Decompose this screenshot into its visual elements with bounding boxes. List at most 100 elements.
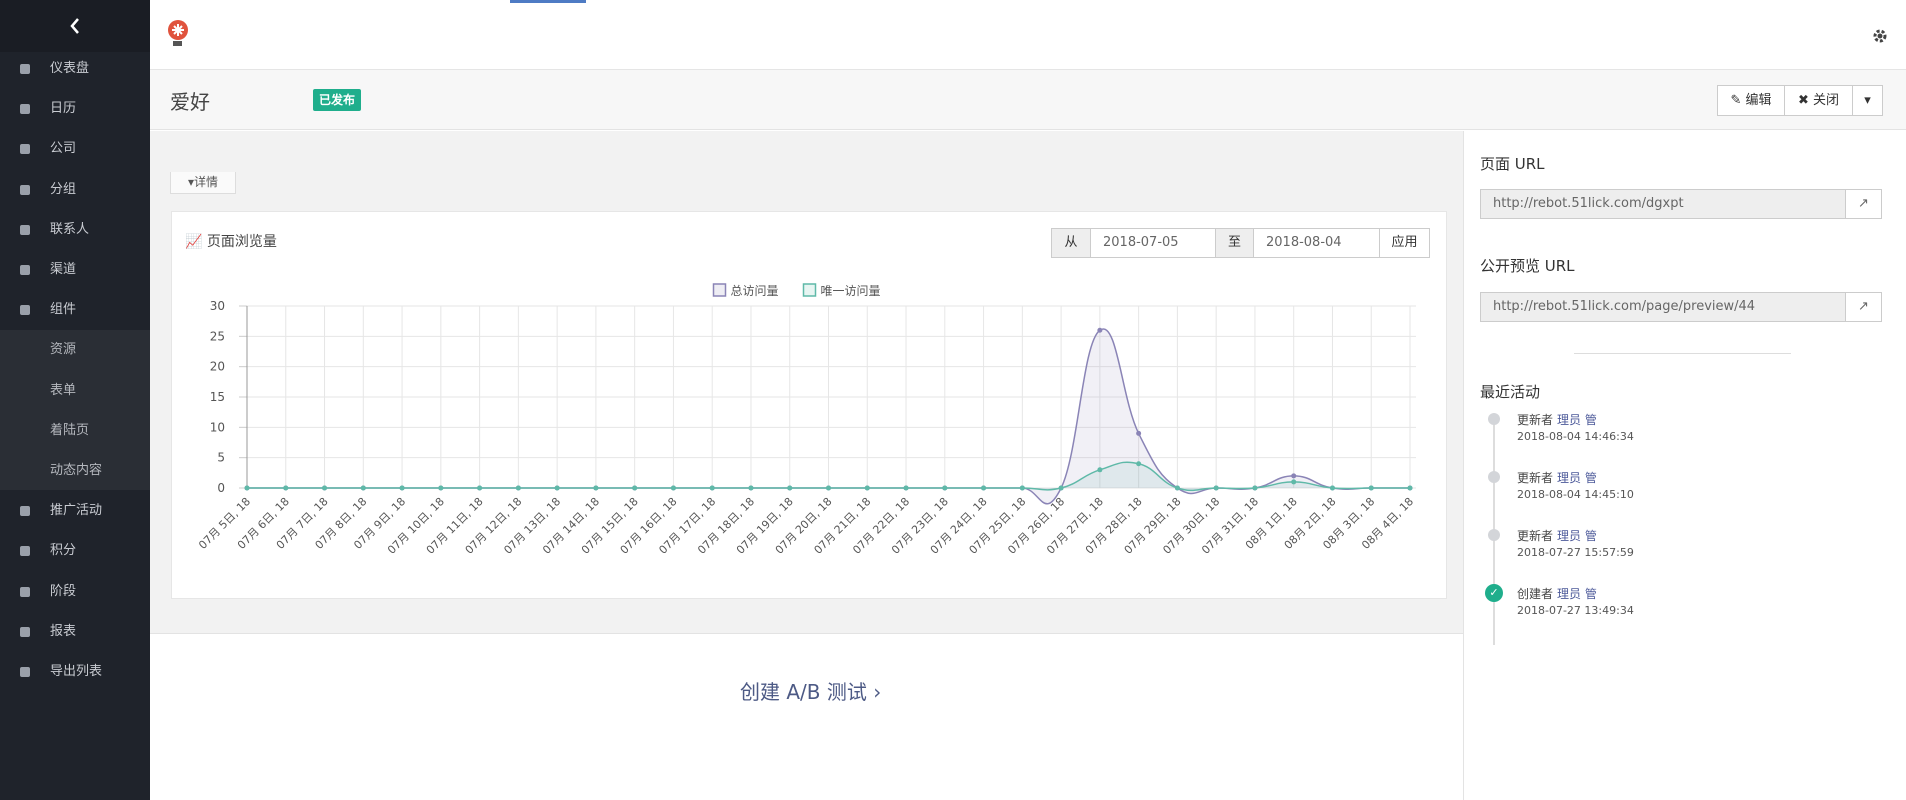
data-point: [632, 485, 638, 491]
data-point: [1058, 485, 1064, 491]
details-tab[interactable]: ▾详情: [170, 172, 236, 194]
apply-button[interactable]: 应用: [1379, 228, 1430, 258]
data-point: [826, 485, 831, 491]
y-tick-label: 20: [210, 360, 225, 374]
menu-item[interactable]: 分组: [0, 170, 150, 210]
menu-item[interactable]: 联系人: [0, 210, 150, 250]
legend-swatch: [712, 283, 727, 297]
series-area: [247, 328, 1410, 504]
url-input[interactable]: http://rebot.51lick.com/page/preview/44: [1480, 292, 1846, 322]
menu-label: 表单: [50, 382, 77, 398]
more-button[interactable]: ▾: [1852, 85, 1883, 116]
y-tick-label: 0: [217, 481, 225, 495]
activity-time: 2018-08-04 14:45:10: [1517, 488, 1634, 501]
menu-item[interactable]: 导出列表: [0, 652, 150, 692]
menu-icon: [20, 586, 30, 597]
menu-icon: [20, 305, 30, 316]
menu-item[interactable]: 公司: [0, 129, 150, 169]
menu-icon: [20, 64, 30, 74]
data-point: [360, 485, 366, 491]
menu-item[interactable]: 推广活动: [0, 491, 150, 531]
menu-item[interactable]: 渠道: [0, 250, 150, 290]
y-tick-label: 10: [210, 420, 225, 434]
submenu-item[interactable]: 资源: [0, 330, 150, 370]
menu-item[interactable]: 日历: [0, 89, 150, 129]
timeline-dot: [1488, 471, 1500, 483]
menu-label: 推广活动: [50, 503, 103, 519]
data-point: [1252, 485, 1258, 491]
submenu-item[interactable]: 动态内容: [0, 451, 150, 491]
menu-item[interactable]: 积分: [0, 531, 150, 571]
data-point: [438, 485, 444, 491]
progress: [510, 0, 586, 3]
menu-icon: [20, 546, 30, 557]
menu-label: 日历: [50, 101, 77, 117]
menu-icon: [20, 184, 30, 195]
close-button[interactable]: ✖ 关闭: [1784, 85, 1853, 116]
legend-label: 总访问量: [731, 284, 779, 298]
to-label: 至: [1215, 228, 1254, 258]
menu-icon: [20, 224, 30, 235]
activity-user[interactable]: 理员 管: [1557, 587, 1597, 601]
data-point: [1136, 461, 1142, 467]
from-input[interactable]: 2018-07-05: [1090, 228, 1216, 258]
activity-user[interactable]: 理员 管: [1557, 529, 1597, 543]
menu-label: 组件: [50, 302, 77, 318]
data-point: [1329, 485, 1335, 491]
submenu-bg: [0, 330, 150, 490]
logo: [168, 20, 188, 46]
y-tick-label: 5: [217, 451, 225, 465]
page-title: 爱好: [170, 90, 210, 114]
submenu-item[interactable]: 表单: [0, 371, 150, 411]
title-bar: 爱好 已发布: [150, 70, 1906, 130]
open-button[interactable]: ↗: [1845, 292, 1882, 322]
menu-item[interactable]: 组件: [0, 290, 150, 330]
data-point: [244, 485, 250, 491]
activity-user[interactable]: 理员 管: [1557, 471, 1597, 485]
data-point: [942, 485, 948, 491]
data-point: [283, 485, 289, 491]
menu-icon: [20, 626, 30, 637]
timeline-dot: [1488, 529, 1500, 541]
menu-label: 着陆页: [50, 422, 90, 438]
menu-item[interactable]: 阶段: [0, 572, 150, 612]
menu-icon: [20, 506, 30, 517]
data-point: [787, 485, 793, 491]
data-point: [1407, 485, 1413, 491]
chart-title-text: 页面浏览量: [206, 234, 277, 250]
to-input[interactable]: 2018-08-04: [1253, 228, 1380, 258]
ab-area: [150, 633, 1463, 800]
menu-label: 仪表盘: [50, 61, 90, 76]
menu-icon: [20, 667, 30, 677]
collapse-bar[interactable]: [0, 0, 150, 52]
activity-time: 2018-07-27 15:57:59: [1517, 546, 1634, 559]
activity-action: 更新者: [1517, 529, 1554, 543]
submenu-item[interactable]: 着陆页: [0, 411, 150, 451]
data-point: [1097, 327, 1103, 333]
url-input[interactable]: http://rebot.51lick.com/dgxpt: [1480, 189, 1846, 219]
right-panel: 页面 URL http://rebot.51lick.com/dgxpt ↗ 公…: [1463, 131, 1906, 800]
settings-icon[interactable]: [1872, 28, 1888, 44]
ab-test-text: 创建 A/B 测试: [740, 680, 867, 704]
label: 公开预览 URL: [1480, 257, 1575, 275]
data-point: [1213, 485, 1219, 491]
button-label: 关闭: [1813, 93, 1840, 108]
data-point: [1291, 473, 1297, 479]
activity: 更新者 理员 管 2018-07-27 15:57:59: [1517, 527, 1634, 559]
data-point: [593, 485, 599, 491]
divider: [1574, 353, 1791, 354]
ab-test-link[interactable]: 创建 A/B 测试 ›: [740, 680, 882, 704]
menu-item[interactable]: 仪表盘: [0, 49, 150, 89]
collapse-icon: [70, 18, 79, 34]
activity-user[interactable]: 理员 管: [1557, 413, 1597, 427]
menu-item[interactable]: 报表: [0, 612, 150, 652]
edit-button[interactable]: ✎ 编辑: [1717, 85, 1785, 116]
open-button[interactable]: ↗: [1845, 189, 1882, 219]
sidebar: 仪表盘日历公司 分组 联系人 渠道组件资源表单着陆页动态内容推广活动积分 阶段 报表 导出列…: [0, 0, 150, 800]
menu-label: 动态内容: [50, 463, 103, 478]
chart-card: [171, 211, 1447, 599]
menu-icon: [20, 265, 30, 275]
activity-action: 创建者: [1517, 587, 1554, 601]
